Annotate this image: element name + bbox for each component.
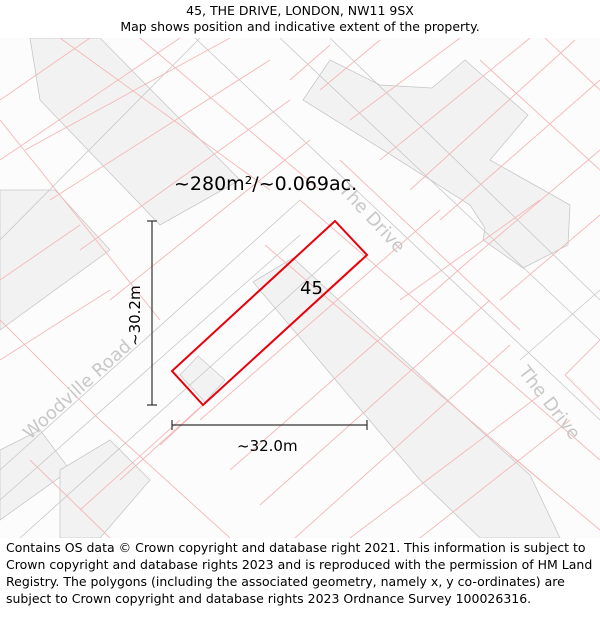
scale-bar-vertical <box>147 220 157 406</box>
copyright-attribution: Contains OS data © Crown copyright and d… <box>6 540 593 606</box>
scale-horizontal-label: ~32.0m <box>237 437 298 455</box>
buildings-layer <box>0 38 571 538</box>
plot-number-label: 45 <box>300 278 323 299</box>
scale-bar-horizontal <box>171 420 368 430</box>
map-header: 45, THE DRIVE, LONDON, NW11 9SX Map show… <box>0 0 600 38</box>
map-subtitle: Map shows position and indicative extent… <box>120 19 480 34</box>
road-edges-layer <box>0 38 600 538</box>
map-canvas[interactable]: The Drive The Drive Woodville Road ~280m… <box>0 38 600 538</box>
road-label-the-drive-lower: The Drive <box>513 361 584 443</box>
property-boundary-outline[interactable] <box>170 219 369 407</box>
area-label: ~280m²/~0.069ac. <box>174 173 357 195</box>
property-address-title: 45, THE DRIVE, LONDON, NW11 9SX <box>186 3 414 18</box>
scale-vertical-label: ~30.2m <box>126 285 144 346</box>
road-label-woodville-road: Woodville Road <box>19 336 135 444</box>
